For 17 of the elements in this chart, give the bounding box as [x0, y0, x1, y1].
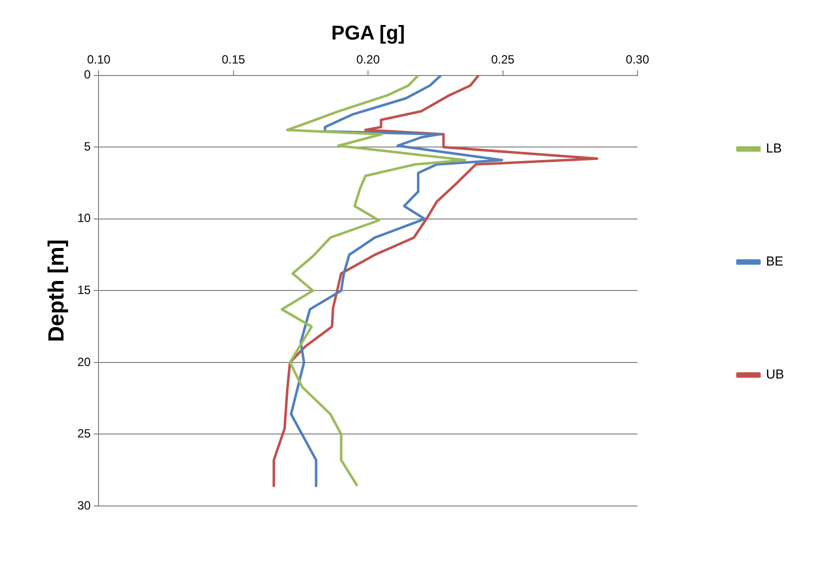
legend-label: BE	[766, 254, 784, 269]
y-tick-label: 30	[77, 498, 92, 512]
y-tick-label: 5	[84, 139, 92, 154]
y-tick-label: 25	[77, 426, 92, 441]
x-axis-title: PGA [g]	[331, 22, 405, 45]
x-tick-label: 0.25	[491, 52, 515, 67]
y-tick-label: 0	[84, 68, 92, 82]
legend-label: UB	[766, 366, 784, 382]
y-tick-label: 15	[77, 283, 92, 298]
x-tick-label: 0.20	[356, 52, 380, 67]
x-tick-label: 0.15	[222, 52, 246, 67]
x-tick-label: 0.30	[626, 52, 650, 67]
legend-label: LB	[766, 140, 782, 156]
y-axis-title: Depth [m]	[43, 239, 68, 342]
x-tick-label: 0.10	[87, 52, 111, 67]
y-tick-label: 20	[77, 354, 92, 369]
y-tick-label: 10	[77, 211, 92, 226]
